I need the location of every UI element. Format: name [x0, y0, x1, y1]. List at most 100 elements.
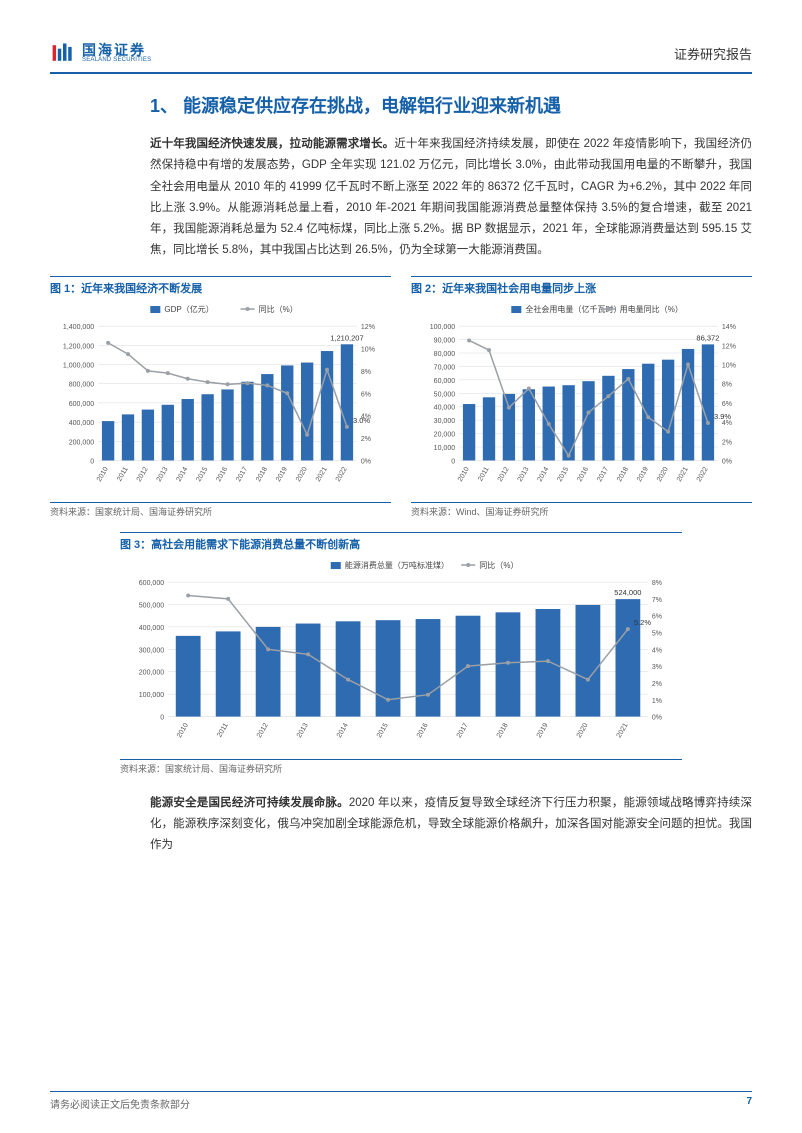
svg-text:12%: 12% [361, 324, 375, 331]
svg-text:86,372: 86,372 [696, 333, 719, 342]
svg-text:同比（%）: 同比（%） [259, 304, 298, 314]
svg-text:2018: 2018 [496, 722, 510, 739]
chart-3: 0100,000200,000300,000400,000500,000600,… [120, 556, 682, 757]
svg-text:0%: 0% [361, 458, 371, 465]
svg-text:2020: 2020 [295, 465, 309, 482]
svg-text:2010: 2010 [176, 722, 190, 739]
chart-3-block: 图 3：高社会用能需求下能源消费总量不断创新高 0100,000200,0003… [120, 532, 682, 775]
svg-text:用电量同比（%）: 用电量同比（%） [620, 304, 683, 314]
svg-text:12%: 12% [722, 343, 736, 350]
logo-text-cn: 国海证券 [82, 43, 151, 57]
svg-text:3.0%: 3.0% [353, 415, 370, 424]
svg-text:2015: 2015 [556, 465, 570, 482]
charts-row-top: 图 1：近年来我国经济不断发展 0200,000400,000600,00080… [50, 276, 752, 519]
svg-text:2011: 2011 [477, 466, 491, 483]
svg-text:7%: 7% [652, 597, 662, 604]
chart-2-source: 资料来源：Wind、国海证券研究所 [411, 502, 752, 518]
svg-text:2019: 2019 [536, 722, 550, 739]
svg-text:10,000: 10,000 [434, 445, 456, 452]
svg-text:2022: 2022 [696, 465, 710, 482]
svg-text:2016: 2016 [215, 465, 229, 482]
svg-text:同比（%）: 同比（%） [479, 560, 518, 570]
svg-text:50,000: 50,000 [434, 391, 456, 398]
svg-text:20,000: 20,000 [434, 431, 456, 438]
svg-text:0%: 0% [652, 715, 662, 722]
svg-text:1,210,207: 1,210,207 [330, 333, 363, 342]
svg-text:2%: 2% [361, 436, 371, 443]
svg-text:2021: 2021 [616, 722, 630, 739]
svg-text:2013: 2013 [156, 465, 170, 482]
svg-text:800,000: 800,000 [69, 381, 94, 388]
svg-text:2019: 2019 [275, 465, 289, 482]
svg-text:2015: 2015 [376, 722, 390, 739]
svg-text:10%: 10% [361, 346, 375, 353]
svg-text:2014: 2014 [176, 465, 190, 482]
paragraph-2: 能源安全是国民经济可持续发展命脉。2020 年以来，疫情反复导致全球经济下行压力… [150, 793, 752, 857]
section-title: 1、 能源稳定供应存在挑战，电解铝行业迎来新机遇 [150, 92, 752, 118]
para1-body: 近十年来我国经济持续发展，即使在 2022 年疫情影响下，我国经济仍然保持稳中有… [150, 138, 752, 256]
svg-text:2017: 2017 [456, 722, 470, 739]
svg-text:80,000: 80,000 [434, 351, 456, 358]
svg-text:524,000: 524,000 [614, 588, 641, 597]
page-header: 国海证券 SEALAND SECURITIES 证券研究报告 [50, 40, 752, 74]
logo-icon [50, 40, 76, 66]
svg-text:14%: 14% [722, 324, 736, 331]
svg-text:40,000: 40,000 [434, 404, 456, 411]
para2-lead: 能源安全是国民经济可持续发展命脉。 [150, 797, 349, 809]
svg-text:3.9%: 3.9% [714, 412, 731, 421]
svg-text:0: 0 [160, 715, 164, 722]
chart-2-title: 图 2：近年来我国社会用电量同步上涨 [411, 276, 752, 296]
svg-text:2%: 2% [652, 681, 662, 688]
svg-text:2012: 2012 [497, 465, 511, 482]
company-logo: 国海证券 SEALAND SECURITIES [50, 40, 151, 66]
svg-text:4%: 4% [652, 648, 662, 655]
svg-text:1,200,000: 1,200,000 [63, 343, 94, 350]
svg-text:0%: 0% [722, 458, 732, 465]
svg-text:2020: 2020 [656, 465, 670, 482]
svg-text:能源消费总量（万吨标准煤）: 能源消费总量（万吨标准煤） [345, 560, 449, 570]
svg-text:2017: 2017 [235, 465, 249, 482]
svg-text:4%: 4% [722, 420, 732, 427]
svg-text:2017: 2017 [596, 465, 610, 482]
chart-1-source: 资料来源：国家统计局、国海证券研究所 [50, 502, 391, 518]
svg-text:1,400,000: 1,400,000 [63, 324, 94, 331]
svg-text:60,000: 60,000 [434, 377, 456, 384]
svg-text:1,000,000: 1,000,000 [63, 362, 94, 369]
svg-text:2014: 2014 [537, 465, 551, 482]
svg-text:2021: 2021 [676, 465, 690, 482]
svg-text:GDP（亿元）: GDP（亿元） [164, 304, 213, 314]
svg-text:400,000: 400,000 [69, 420, 94, 427]
svg-text:2022: 2022 [335, 465, 349, 482]
paragraph-1: 近十年我国经济快速发展，拉动能源需求增长。近十年来我国经济持续发展，即使在 20… [150, 134, 752, 262]
svg-text:3%: 3% [652, 664, 662, 671]
svg-text:2014: 2014 [336, 722, 350, 739]
svg-text:300,000: 300,000 [139, 648, 164, 655]
chart-1-block: 图 1：近年来我国经济不断发展 0200,000400,000600,00080… [50, 276, 391, 519]
svg-text:1%: 1% [652, 698, 662, 705]
svg-text:2020: 2020 [576, 722, 590, 739]
svg-text:30,000: 30,000 [434, 418, 456, 425]
svg-text:6%: 6% [722, 400, 732, 407]
svg-text:2010: 2010 [457, 465, 471, 482]
svg-text:10%: 10% [722, 362, 736, 369]
svg-text:70,000: 70,000 [434, 364, 456, 371]
svg-text:0: 0 [451, 458, 455, 465]
svg-text:2016: 2016 [416, 722, 430, 739]
svg-text:8%: 8% [361, 368, 371, 375]
svg-text:400,000: 400,000 [139, 625, 164, 632]
svg-text:100,000: 100,000 [139, 692, 164, 699]
svg-text:8%: 8% [722, 381, 732, 388]
report-type: 证券研究报告 [674, 44, 752, 63]
svg-text:600,000: 600,000 [139, 580, 164, 587]
footer-disclaimer: 请务必阅读正文后免责条款部分 [50, 1096, 190, 1111]
svg-text:6%: 6% [652, 614, 662, 621]
svg-text:2011: 2011 [116, 466, 130, 483]
svg-text:2%: 2% [722, 439, 732, 446]
svg-text:2013: 2013 [296, 722, 310, 739]
svg-text:2012: 2012 [136, 465, 150, 482]
svg-text:6%: 6% [361, 391, 371, 398]
chart-3-title: 图 3：高社会用能需求下能源消费总量不断创新高 [120, 532, 682, 552]
svg-text:2015: 2015 [195, 465, 209, 482]
svg-text:2021: 2021 [315, 465, 329, 482]
page-number: 7 [746, 1096, 752, 1111]
